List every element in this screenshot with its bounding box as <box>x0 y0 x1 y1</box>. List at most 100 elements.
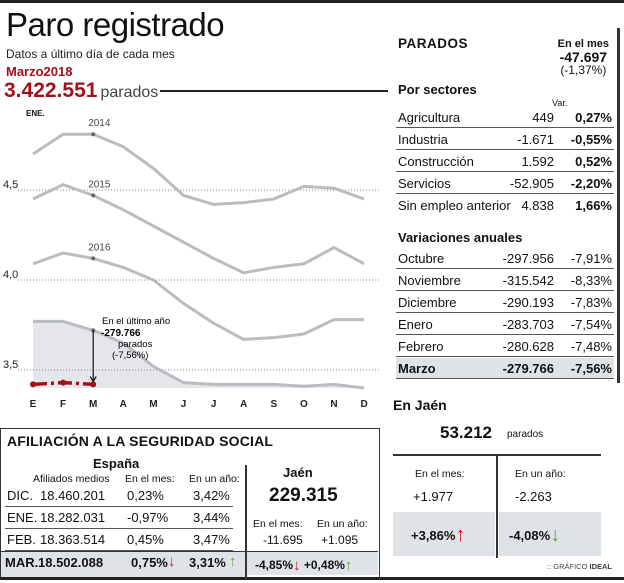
row-value: 18.460.201 <box>40 488 106 503</box>
series-line-2015 <box>32 183 365 275</box>
sector-pct: 0,52% <box>575 154 612 169</box>
line-chart: 4,5 4,0 3,5 2014 2015 2016 E F M A M J J A S O N D En el ú… <box>3 118 380 410</box>
page-title: Paro registrado <box>6 6 225 43</box>
mes-pct-cell: +3,86%↑ <box>393 512 495 556</box>
anual-pct: -8,33% <box>570 273 612 288</box>
x-tick-label: N <box>330 399 337 410</box>
arrow-head-icon <box>89 376 97 383</box>
jaen-anio: +1.095 <box>321 533 359 547</box>
x-tick-label: J <box>211 399 217 410</box>
sector-var: 4.838 <box>521 198 554 213</box>
row-value: 18.363.514 <box>40 532 106 547</box>
series-label: 2015 <box>88 179 111 190</box>
row-month: MAR. <box>5 555 39 570</box>
x-tick-label: M <box>89 399 97 410</box>
sector-pct: -0,55% <box>570 132 612 147</box>
jaen-afil-title: Jaén <box>283 465 313 480</box>
parados-panel: PARADOS En el mes -47.697 (-1,37%) Por s… <box>390 28 620 383</box>
afiliacion-row: MAR. 18.502.088 0,75% 3,31% ↓ ↑ <box>1 551 245 577</box>
anual-month: Octubre <box>398 251 445 266</box>
jaen-header-mes: En el mes: <box>253 518 303 530</box>
row-mes: 0,23% <box>127 488 164 503</box>
jaen-total: 53.212 <box>440 423 492 442</box>
total-parados: 3.422.551 parados <box>4 79 158 103</box>
row-value: 18.502.088 <box>38 555 104 570</box>
divider <box>496 454 498 558</box>
jaen-anio-pct: +0,48% <box>303 558 345 572</box>
jaen-mes-pct: +3,86% <box>411 528 456 543</box>
sector-row: Agricultura 449 0,27% <box>396 107 614 128</box>
sector-name: Agricultura <box>398 110 461 125</box>
sector-name: Construcción <box>398 154 474 169</box>
anual-row: Enero -283.703 -7,54% <box>396 314 614 335</box>
arrow-down-icon: ↓ <box>168 553 176 570</box>
annotation-value: -279.766 <box>101 328 141 339</box>
x-tick-label: O <box>300 399 308 410</box>
credit-brand: IDEAL <box>589 562 613 571</box>
row-month: DIC. <box>7 488 33 503</box>
sector-pct: -2,20% <box>570 176 612 191</box>
anual-var: -280.628 <box>502 339 554 354</box>
top-rule <box>0 0 624 3</box>
header-afiliados: Afiliados medios <box>33 473 110 485</box>
sector-var: 449 <box>532 110 554 125</box>
jaen-mes-pct: -4,85% <box>255 558 294 572</box>
sector-var: -52.905 <box>509 176 554 191</box>
sector-row: Construcción 1.592 0,52% <box>396 151 614 172</box>
anual-pct: -7,83% <box>570 295 612 310</box>
jaen-anio: -2.263 <box>515 489 552 504</box>
sector-var: -1.671 <box>517 132 554 147</box>
credit-prefix: :: GRÁFICO <box>546 562 588 571</box>
header-anio: En un año: <box>189 473 240 485</box>
ene-label: ENE. <box>26 109 45 118</box>
arrow-down-icon: ↓ <box>293 557 301 574</box>
jaen-unit: parados <box>507 429 544 440</box>
anual-row: Noviembre -315.542 -8,33% <box>396 270 614 291</box>
anual-month: Marzo <box>398 361 436 376</box>
arrow-up-icon: ↑ <box>455 524 466 546</box>
anual-pct: -7,56% <box>570 361 612 376</box>
pointer-line <box>160 90 388 92</box>
jaen-anio-pct: -4,08% <box>509 528 551 543</box>
row-month: FEB. <box>7 532 36 547</box>
data-point <box>91 132 96 137</box>
anual-row: Octubre -297.956 -7,91% <box>396 248 614 269</box>
row-anio: 3,44% <box>193 510 230 525</box>
sector-name: Industria <box>398 132 448 147</box>
anual-month: Enero <box>398 317 433 332</box>
mes-summary: En el mes -47.697 (-1,37%) <box>558 38 609 77</box>
afiliacion-row: DIC. 18.460.201 0,23% 3,42% <box>5 485 233 507</box>
anual-pct: -7,54% <box>570 317 612 332</box>
annotation-pct: (-7,56%) <box>112 350 148 361</box>
arrow-down-icon: ↓ <box>550 524 561 546</box>
date-label: Marzo2018 <box>6 64 73 79</box>
anual-month: Febrero <box>398 339 444 354</box>
total-unit: parados <box>100 84 159 101</box>
arrow-up-icon: ↑ <box>229 553 237 570</box>
espana-label: España <box>93 456 140 471</box>
total-value: 3.422.551 <box>4 79 98 102</box>
credit: :: GRÁFICO IDEAL <box>547 562 612 571</box>
row-anio: 3,31% <box>189 555 226 570</box>
data-point <box>91 193 96 198</box>
sector-name: Servicios <box>398 176 451 191</box>
anual-var: -290.193 <box>502 295 554 310</box>
header-mes: En el mes: <box>415 468 465 480</box>
anual-pct: -7,91% <box>570 251 612 266</box>
divider <box>245 465 247 579</box>
arrow-up-icon: ↑ <box>344 557 353 574</box>
jaen-header-anio: En un año: <box>317 518 368 530</box>
sector-pct: 1,66% <box>575 198 612 213</box>
x-tick-label: A <box>120 399 127 410</box>
row-mes: 0,45% <box>127 532 164 547</box>
jaen-mes: +1.977 <box>413 489 454 504</box>
series-line-2017 <box>33 319 365 390</box>
sector-pct: 0,27% <box>575 110 612 125</box>
sector-name: Sin empleo anterior <box>398 198 511 213</box>
jaen-afil-total: 229.315 <box>269 485 338 506</box>
data-point <box>90 381 97 388</box>
afiliacion-row: FEB. 18.363.514 0,45% 3,47% <box>5 529 233 551</box>
afiliacion-title: AFILIACIÓN A LA SEGURIDAD SOCIAL <box>7 433 274 449</box>
x-tick-label: A <box>240 399 247 410</box>
parados-title: PARADOS <box>398 36 469 51</box>
